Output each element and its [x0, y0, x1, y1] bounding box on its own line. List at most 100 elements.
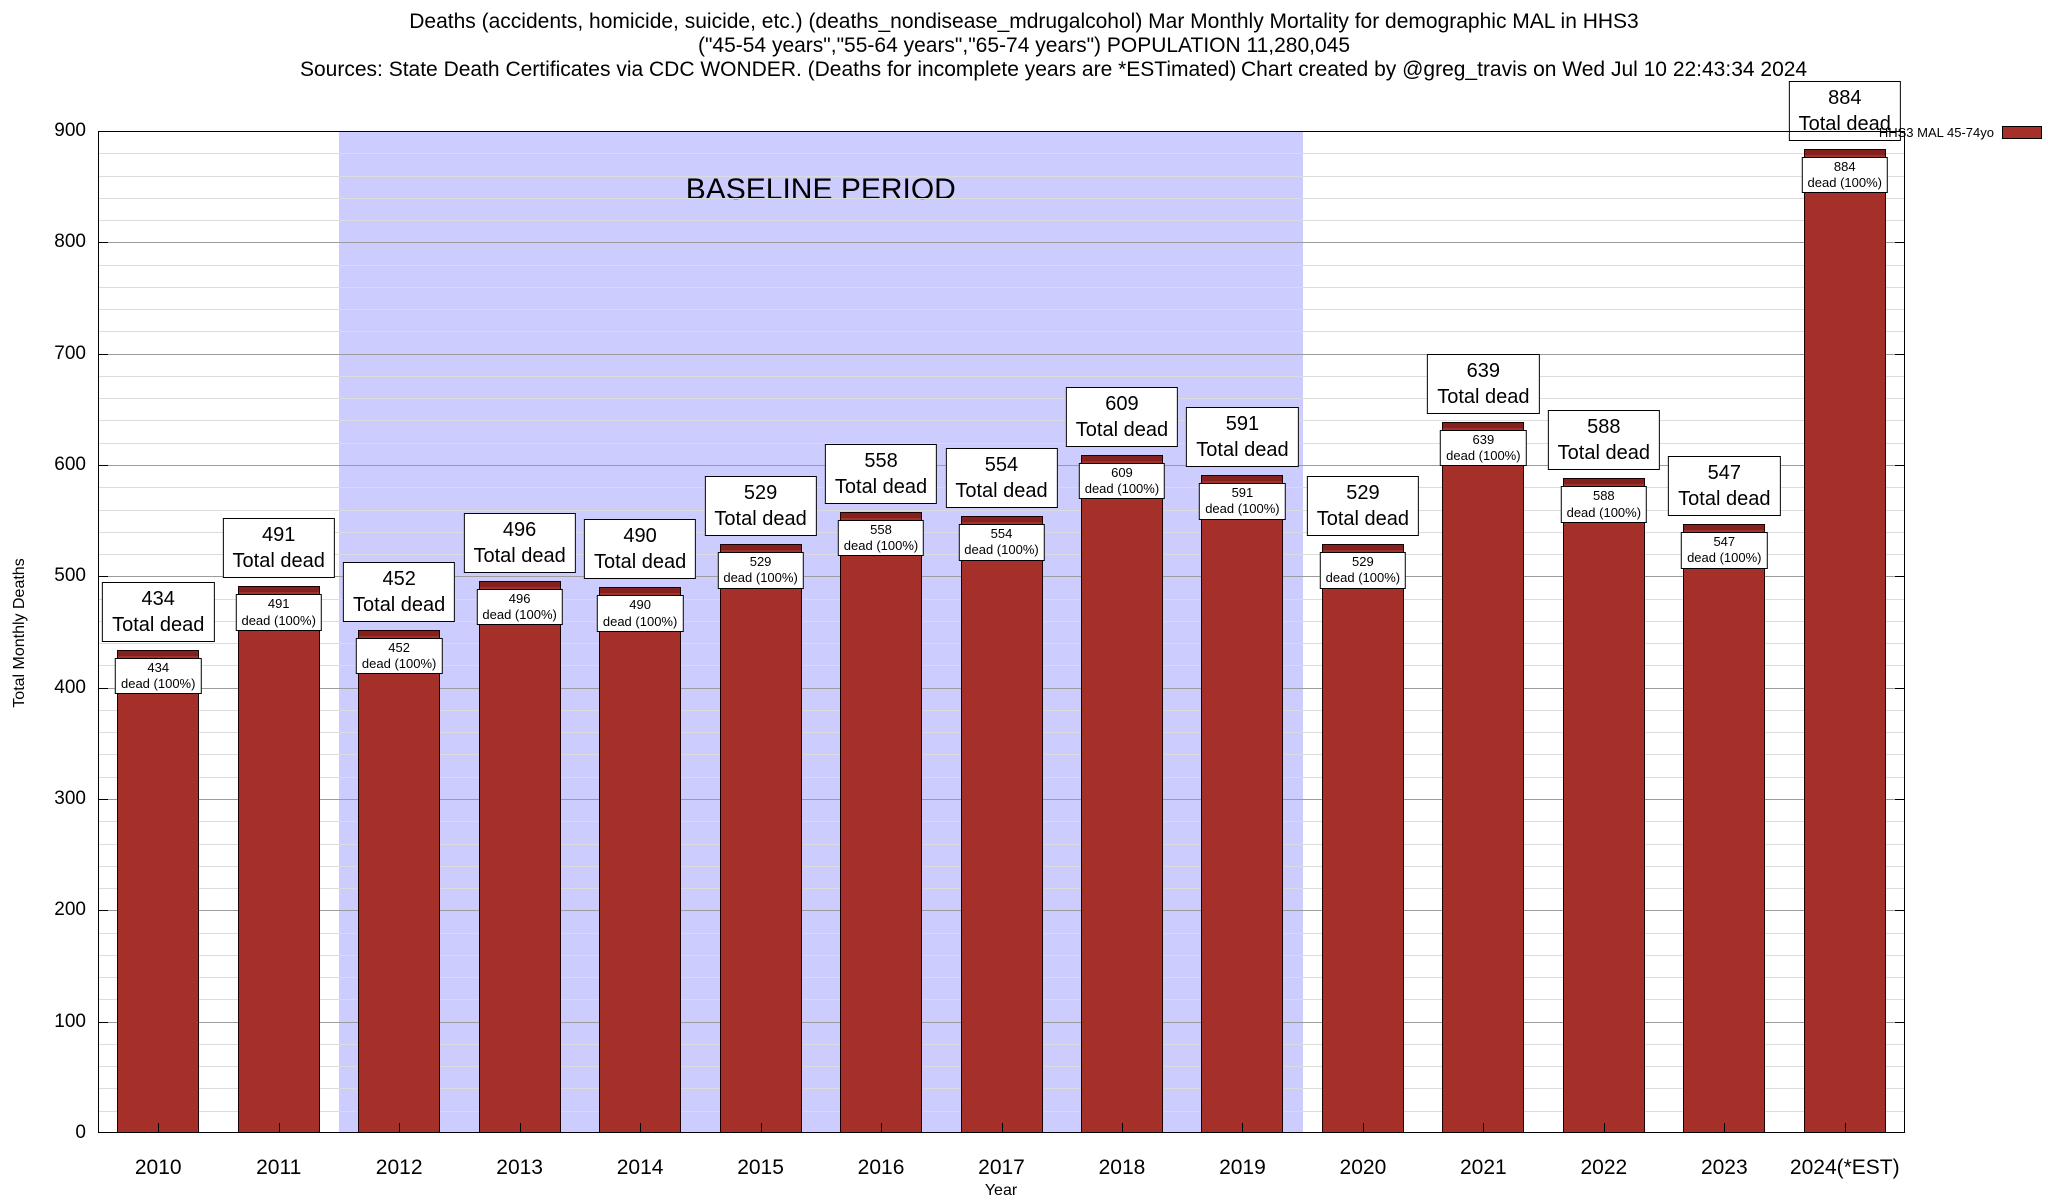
y-axis-tick-label: 500 [54, 565, 86, 587]
x-axis-tick-mark [158, 1123, 160, 1133]
y-axis-tick-label: 200 [54, 899, 86, 921]
y-axis-tick-label: 900 [54, 120, 86, 141]
y-axis-tick-mark-right [1895, 910, 1905, 912]
x-axis-tick-label-2013: 2013 [496, 1156, 543, 1179]
minor-gridline [98, 220, 1905, 222]
bar-inner-label-2018: 609 dead (100%) [1078, 462, 1166, 500]
y-axis-tick-label: 800 [54, 231, 86, 253]
bar-top-label-2010: 434 Total dead [102, 581, 215, 642]
y-axis-tick-label: 700 [54, 342, 86, 364]
x-axis-tick-label-2022: 2022 [1580, 1156, 1628, 1179]
bar-2014 [599, 587, 682, 1133]
bar-2017 [960, 516, 1043, 1133]
major-gridline [98, 242, 1905, 244]
minor-gridline [98, 398, 1905, 400]
bar-top-label-2013: 496 Total dead [463, 512, 576, 573]
minor-gridline [98, 442, 1905, 444]
x-axis-tick-label-2011: 2011 [256, 1156, 302, 1179]
bar-top-label-2019: 591 Total dead [1186, 407, 1299, 468]
x-axis-tick-label-2023: 2023 [1700, 1156, 1748, 1179]
bar-top-label-2018: 609 Total dead [1065, 386, 1179, 447]
y-axis-tick-mark [98, 465, 108, 466]
bar-top-label-2020: 529 Total dead [1306, 476, 1420, 537]
minor-gridline [98, 509, 1905, 511]
major-gridline [98, 353, 1905, 355]
minor-gridline [98, 197, 1905, 199]
y-axis-tick-mark-right [1895, 799, 1905, 800]
bar-inner-label-2020: 529 dead (100%) [1319, 552, 1407, 589]
y-axis-tick-mark-right [1895, 576, 1905, 578]
y-axis-tick-label: 600 [54, 454, 86, 475]
chart-subtitle: ("45-54 years","55-64 years","65-74 year… [697, 34, 1351, 57]
source-note: Sources: State Death Certificates via CD… [300, 58, 1237, 81]
x-axis-tick-mark [519, 1123, 521, 1133]
y-axis-tick-mark [98, 799, 108, 800]
minor-gridline [98, 175, 1905, 177]
x-axis-tick-mark [640, 1123, 642, 1133]
bar-2021 [1442, 421, 1525, 1133]
x-axis-tick-mark [278, 1123, 280, 1133]
minor-gridline [98, 331, 1905, 333]
y-axis-tick-mark [98, 687, 108, 689]
minor-gridline [98, 153, 1905, 155]
credit-note: Chart created by @greg_travis on Wed Jul… [1241, 58, 1808, 81]
baseline-period-label: BASELINE PERIOD [685, 173, 956, 206]
x-axis-tick-label-2017: 2017 [978, 1156, 1025, 1179]
x-axis-tick-mark [1001, 1123, 1003, 1133]
x-axis-tick-mark [399, 1123, 401, 1133]
x-axis-tick-mark [1724, 1123, 1726, 1133]
y-axis-tick-mark [98, 910, 108, 912]
bar-inner-label-2021: 639 dead (100%) [1440, 429, 1527, 467]
bar-inner-label-2015: 529 dead (100%) [717, 552, 804, 589]
bar-inner-label-2019: 591 dead (100%) [1199, 483, 1286, 520]
x-axis-tick-mark [1603, 1123, 1605, 1133]
y-axis-tick-mark [98, 353, 108, 355]
x-axis-tick-label-2014: 2014 [616, 1156, 664, 1179]
minor-gridline [98, 264, 1905, 266]
x-axis-tick-label-2012: 2012 [375, 1156, 423, 1179]
bar-2020 [1321, 544, 1404, 1133]
bar-inner-label-2014: 490 dead (100%) [596, 595, 684, 632]
bar-2012 [358, 629, 441, 1133]
x-axis-tick-label-2020: 2020 [1339, 1156, 1387, 1179]
x-axis-tick-mark [1844, 1123, 1846, 1133]
bar-inner-label-2017: 554 dead (100%) [958, 524, 1045, 561]
y-axis-tick-mark [98, 576, 108, 578]
y-axis-tick-label: 100 [54, 1010, 86, 1032]
bar-top-label-2017: 554 Total dead [945, 448, 1058, 509]
bar-2018 [1080, 454, 1163, 1133]
y-axis-tick-mark [98, 242, 108, 244]
y-axis-tick-label: 0 [75, 1122, 86, 1143]
y-axis-tick-mark-right [1895, 353, 1905, 355]
bar-top-label-2015: 529 Total dead [704, 476, 817, 537]
bar-2016 [840, 511, 923, 1133]
bar-inner-label-2013: 496 dead (100%) [476, 588, 563, 626]
x-axis-tick-mark [1362, 1123, 1364, 1133]
legend: HHS3 MAL 45-74yo [1879, 125, 2042, 140]
x-axis-tick-mark [1242, 1123, 1244, 1133]
legend-label: HHS3 MAL 45-74yo [1878, 125, 1994, 140]
bar-2013 [478, 580, 561, 1133]
y-axis-tick-mark-right [1895, 687, 1905, 689]
x-axis-tick-label-2015: 2015 [737, 1156, 784, 1179]
x-axis-tick-label-2016: 2016 [857, 1156, 905, 1179]
bar-2015 [719, 544, 802, 1133]
x-axis-title: Year [984, 1182, 1018, 1199]
bar-top-label-2022: 588 Total dead [1547, 410, 1660, 471]
bar-inner-label-2012: 452 dead (100%) [355, 637, 443, 675]
y-axis-tick-mark [98, 1021, 108, 1023]
y-axis-tick-label: 300 [54, 788, 86, 809]
legend-swatch [2002, 126, 2042, 139]
bar-top-label-2016: 558 Total dead [824, 443, 938, 504]
bar-top-label-2012: 452 Total dead [343, 561, 456, 622]
x-axis-tick-label-2018: 2018 [1098, 1156, 1146, 1179]
minor-gridline [98, 375, 1905, 377]
bar-top-label-2021: 639 Total dead [1427, 353, 1540, 414]
x-axis-tick-mark [881, 1123, 883, 1133]
bar-2022 [1562, 478, 1645, 1133]
bar-top-label-2011: 491 Total dead [222, 518, 335, 579]
y-axis-tick-mark-right [1895, 465, 1905, 466]
bar-2010 [117, 649, 200, 1133]
y-axis-tick-mark-right [1895, 242, 1905, 244]
x-axis-tick-mark [1121, 1123, 1123, 1133]
